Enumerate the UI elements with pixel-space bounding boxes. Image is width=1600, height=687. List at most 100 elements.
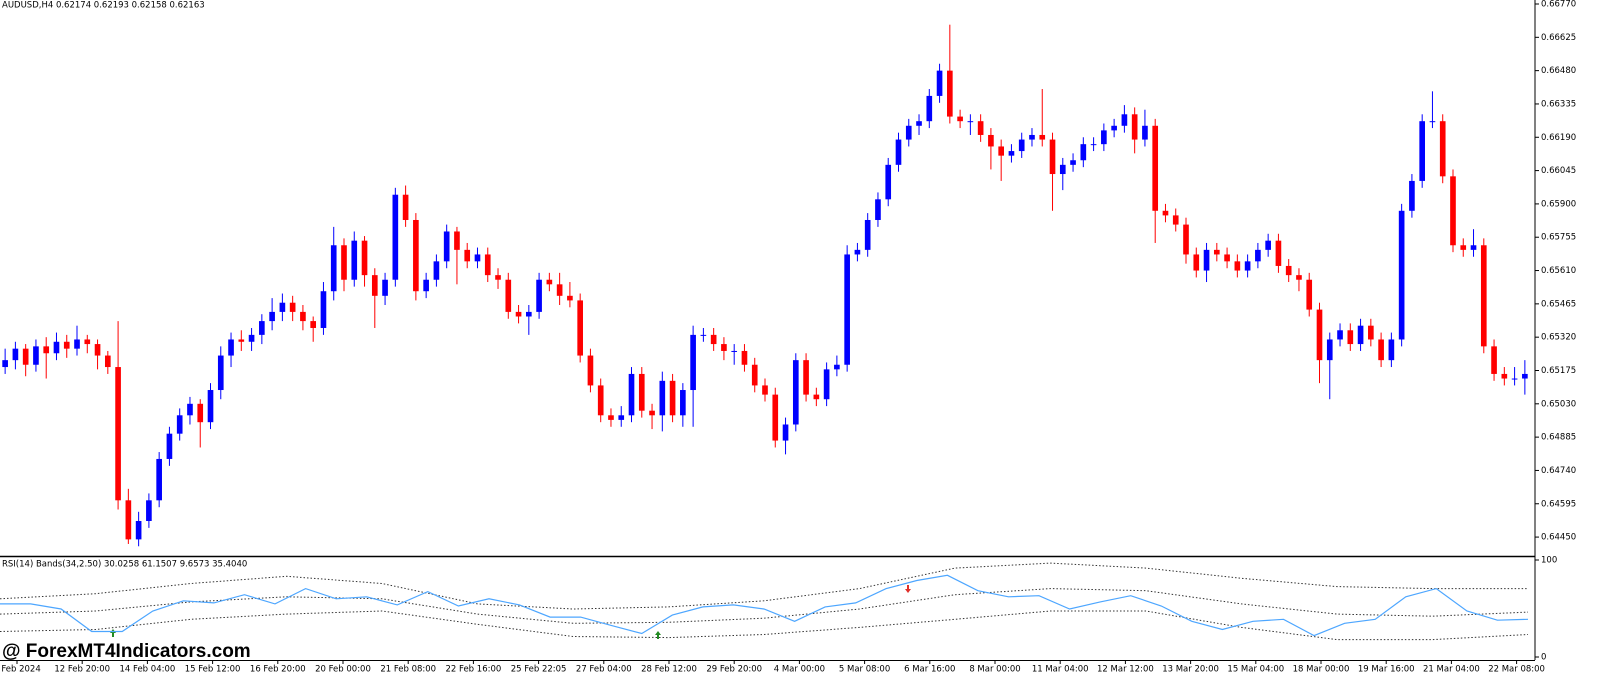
candle-body: [238, 339, 245, 342]
candle-body: [1522, 373, 1528, 379]
x-tick-label: 18 Mar 00:00: [1293, 665, 1350, 675]
candle-body: [454, 231, 460, 250]
rsi-band: [0, 562, 1528, 610]
candle-body: [300, 311, 306, 322]
chart-title: AUDUSD,H4 0.62174 0.62193 0.62158 0.6216…: [2, 1, 205, 11]
candle-body: [1183, 224, 1189, 255]
candle-body: [977, 121, 984, 135]
x-tick-label: 4 Mar 00:00: [774, 665, 825, 675]
candle-body: [1429, 121, 1436, 123]
candle-body: [74, 339, 80, 349]
y-tick-label: 0.66480: [1541, 66, 1576, 76]
x-tick-label: 11 Mar 04:00: [1032, 665, 1089, 675]
candle-body: [413, 219, 419, 292]
x-tick-label: 6 Mar 16:00: [904, 665, 955, 675]
candle-body: [813, 394, 820, 400]
candle-body: [731, 350, 738, 352]
candle-body: [988, 134, 994, 147]
candle-body: [834, 364, 840, 370]
x-tick-label: 13 Mar 20:00: [1162, 665, 1219, 675]
y-tick-label: 0.66045: [1541, 166, 1576, 176]
candle-body: [433, 261, 440, 280]
candle-body: [957, 116, 963, 122]
x-tick-label: 15 Mar 04:00: [1227, 665, 1284, 675]
x-tick-label: 28 Feb 12:00: [641, 665, 697, 675]
x-tick-label: 21 Feb 08:00: [380, 665, 436, 675]
x-tick-label: 5 Mar 08:00: [839, 665, 890, 675]
indicator-title: RSI(14) Bands(34,2.50) 30.0258 61.1507 9…: [2, 560, 247, 570]
candle-body: [721, 344, 727, 351]
candle-body: [1409, 180, 1415, 211]
rsi-tick-label: 0: [1541, 653, 1546, 663]
candle-body: [1419, 121, 1426, 181]
candle-body: [371, 275, 378, 296]
candle-body: [474, 254, 481, 262]
candle-body: [1357, 325, 1364, 345]
candle-body: [1142, 125, 1148, 140]
y-tick-label: 0.66190: [1541, 133, 1576, 143]
x-tick-label: 21 Mar 04:00: [1423, 665, 1480, 675]
rsi-band: [0, 588, 1529, 624]
x-tick-label: 22 Mar 08:00: [1488, 665, 1545, 675]
y-tick-label: 0.66770: [1541, 0, 1576, 10]
candle-body: [187, 403, 193, 416]
candle-body: [1450, 176, 1456, 246]
candle-body: [1111, 125, 1117, 131]
candle-body: [1018, 139, 1025, 152]
candle-body: [392, 194, 399, 280]
candle-body: [495, 275, 501, 280]
candle-body: [1224, 254, 1230, 262]
y-tick-label: 0.64885: [1541, 433, 1576, 443]
candle-body: [556, 284, 563, 296]
candle-body: [669, 380, 676, 416]
candle-body: [1101, 130, 1107, 145]
candle-body: [1306, 279, 1313, 310]
candle-body: [854, 249, 861, 255]
candle-body: [53, 341, 60, 354]
candle-body: [587, 355, 594, 386]
x-tick-label: 29 Feb 20:00: [706, 665, 762, 675]
candle-body: [741, 350, 748, 365]
candle-body: [690, 334, 696, 391]
candle-body: [341, 245, 347, 280]
y-tick-label: 0.64595: [1541, 499, 1576, 509]
candle-body: [423, 279, 429, 292]
candle-body: [1029, 134, 1035, 140]
candle-body: [1501, 373, 1508, 379]
rsi-line: [0, 574, 1529, 637]
signal-arrow: [655, 631, 661, 639]
candle-body: [1491, 346, 1497, 374]
candle-body: [1316, 309, 1323, 361]
candle-body: [330, 245, 337, 292]
rsi-tick-label: 100: [1541, 556, 1557, 566]
y-tick-label: 0.65175: [1541, 366, 1576, 376]
candle-body: [1162, 210, 1169, 216]
candle-body: [751, 364, 758, 386]
y-tick-label: 0.65610: [1541, 266, 1576, 276]
candle-body: [1070, 160, 1076, 165]
candle-body: [936, 70, 943, 96]
candle-body: [1326, 339, 1333, 361]
y-tick-label: 0.66625: [1541, 33, 1576, 43]
candle-body: [967, 121, 974, 123]
candle-body: [259, 321, 265, 335]
x-tick-label: 16 Feb 20:00: [250, 665, 306, 675]
candle-body: [33, 346, 39, 365]
candle-body: [526, 311, 532, 317]
candle-body: [1460, 245, 1467, 250]
candle-body: [1337, 330, 1343, 340]
candle-body: [1511, 378, 1518, 380]
candle-body: [618, 415, 625, 420]
candle-body: [156, 458, 162, 501]
candle-body: [926, 95, 933, 122]
candle-body: [94, 344, 101, 356]
candle-body: [228, 339, 234, 356]
candle-body: [166, 433, 173, 459]
x-tick-label: 27 Feb 04:00: [576, 665, 632, 675]
candle-body: [700, 334, 707, 336]
candle-body: [248, 334, 255, 342]
x-tick-label: 25 Feb 22:05: [511, 665, 567, 675]
candle-body: [176, 415, 183, 434]
candle-body: [104, 355, 111, 368]
